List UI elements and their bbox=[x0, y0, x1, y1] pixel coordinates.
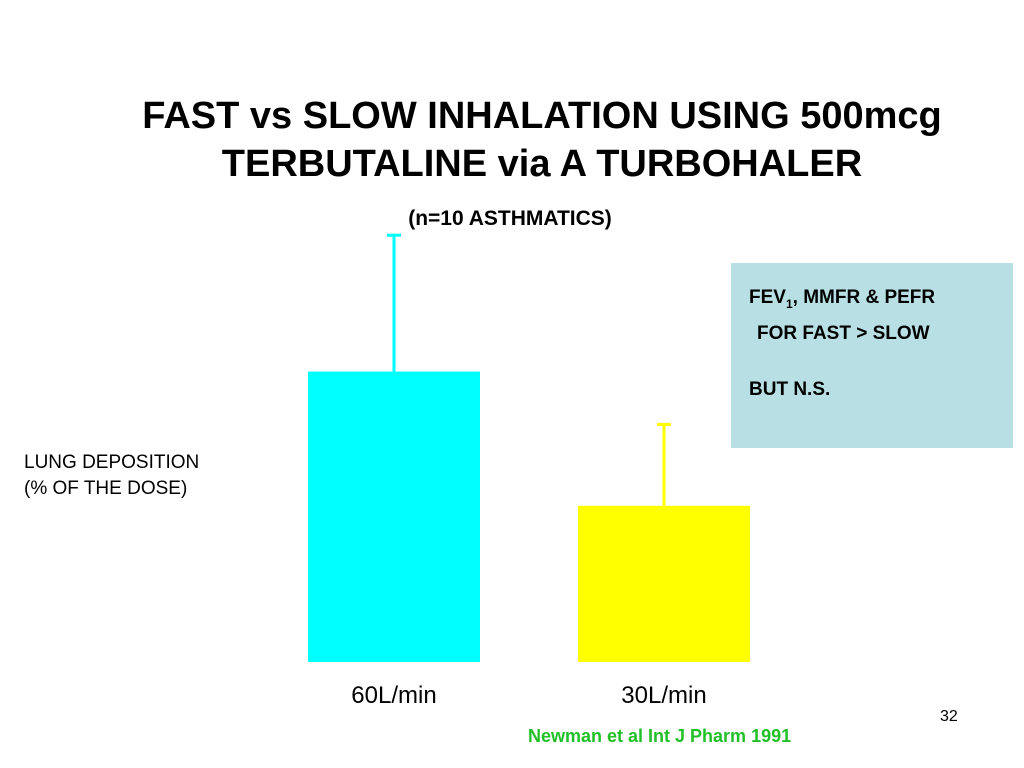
y-axis-label: LUNG DEPOSITION (% OF THE DOSE) bbox=[24, 450, 199, 502]
bar-fast bbox=[308, 371, 480, 662]
note-fev-text: FEV bbox=[749, 287, 786, 308]
title-line-2: TERBUTALINE via A TURBOHALER bbox=[221, 143, 863, 185]
note-fev-subscript: 1 bbox=[785, 296, 793, 311]
y-axis-label-line-1: LUNG DEPOSITION bbox=[24, 452, 200, 473]
bar-slow bbox=[578, 505, 750, 662]
note-line-3: BUT N.S. bbox=[749, 379, 831, 400]
note-line-2: FOR FAST > SLOW bbox=[757, 323, 930, 344]
slide-subtitle: (n=10 ASTHMATICS) bbox=[408, 207, 612, 230]
note-line-1: FEV1, MMFR & PEFR bbox=[749, 287, 935, 311]
x-tick-label-30: 30L/min bbox=[621, 682, 707, 709]
slide-number: 32 bbox=[940, 708, 958, 725]
y-axis-label-line-2: (% OF THE DOSE) bbox=[24, 478, 188, 499]
title-line-1: FAST vs SLOW INHALATION USING 500mcg bbox=[142, 95, 942, 137]
citation-text: Newman et al Int J Pharm 1991 bbox=[528, 726, 792, 746]
findings-note-box: FEV1, MMFR & PEFR FOR FAST > SLOW BUT N.… bbox=[731, 263, 1013, 448]
note-line-1-suffix: , MMFR & PEFR bbox=[792, 287, 936, 308]
slide-title: FAST vs SLOW INHALATION USING 500mcg TER… bbox=[60, 92, 1024, 188]
x-tick-label-60: 60L/min bbox=[351, 682, 437, 709]
